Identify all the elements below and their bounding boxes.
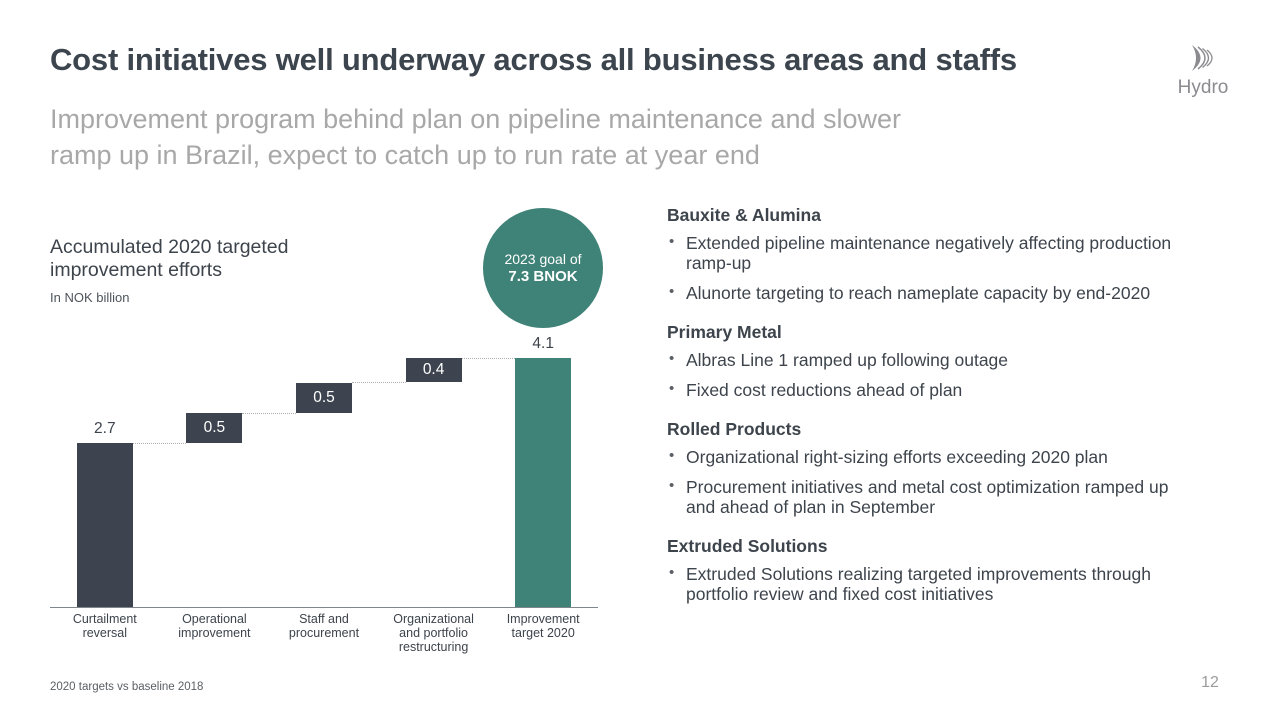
hydro-arcs-icon: [1166, 40, 1240, 76]
bullet-marker-icon: •: [669, 564, 675, 581]
bullet-item: • Alunorte targeting to reach nameplate c…: [669, 283, 1151, 303]
goal-circle-line2: 7.3 BNOK: [508, 268, 578, 285]
waterfall-connector: [352, 382, 406, 384]
business-area-section: Bauxite & Alumina • Extended pipeline main…: [667, 205, 1227, 303]
bar-value-label: 0.5: [203, 418, 226, 436]
business-area-sections: Bauxite & Alumina • Extended pipeline main…: [667, 205, 1227, 623]
bar-value-label: 0.5: [313, 388, 335, 406]
business-area-section: Rolled Products • Organizational right-siz…: [667, 419, 1227, 517]
waterfall-bar: [76, 443, 133, 607]
waterfall-bar: 0.5: [296, 382, 352, 413]
bullet-item: • Fixed cost reductions ahead of plan: [669, 380, 963, 400]
goal-circle: 2023 goal of 7.3 BNOK: [483, 208, 603, 328]
business-area-section: Extruded Solutions • Extruded Solutions re…: [667, 536, 1227, 604]
bar-value-label: 0.4: [422, 361, 445, 379]
waterfall-chart: 2.7 0.5 0.5 0.4 4.1: [50, 335, 598, 608]
hydro-wordmark: Hydro: [1177, 77, 1229, 98]
x-axis-label: Operational improvement: [178, 612, 251, 640]
page-number: 12: [1201, 674, 1219, 691]
business-area-section: Primary Metal • Albras Line 1 ramped up fo…: [667, 322, 1227, 400]
chart-heading: Accumulated 2020 targeted improvement ef…: [50, 236, 289, 281]
section-heading: Extruded Solutions: [667, 536, 828, 556]
section-heading: Bauxite & Alumina: [667, 205, 821, 225]
bullet-marker-icon: •: [669, 447, 675, 464]
waterfall-bar: 0.4: [405, 358, 462, 383]
x-axis-label: Improvement target 2020: [506, 612, 580, 640]
hydro-logo: Hydro: [1166, 40, 1240, 99]
chart-unit-label: In NOK billion: [50, 290, 130, 305]
bullet-marker-icon: •: [669, 350, 675, 367]
waterfall-connector: [132, 443, 187, 445]
bullet-item: • Albras Line 1 ramped up following outag…: [669, 350, 1009, 370]
waterfall-bar: 0.5: [186, 412, 243, 444]
x-axis-label: Curtailment reversal: [72, 612, 137, 640]
x-axis-label: Organizational and portfolio restructuri…: [393, 612, 474, 654]
goal-circle-line1: 2023 goal of: [504, 251, 582, 267]
x-axis-label: Staff and procurement: [288, 612, 360, 640]
slide-title: Cost initiatives well underway across al…: [50, 42, 1017, 77]
bar-value-label: 2.7: [94, 420, 116, 438]
bullet-marker-icon: •: [669, 380, 675, 397]
bullet-item: • Extruded Solutions realizing targeted i…: [669, 564, 1151, 604]
bullet-item: • Procurement initiatives and metal cost …: [669, 477, 1169, 517]
bullet-item: • Organizational right-sizing efforts exc…: [669, 447, 1108, 467]
bullet-marker-icon: •: [669, 283, 675, 300]
bullet-item: • Extended pipeline maintenance negativel…: [669, 233, 1172, 273]
waterfall-total-bar: [515, 358, 572, 607]
waterfall-connector: [461, 358, 516, 360]
footnote: 2020 targets vs baseline 2018: [50, 681, 204, 693]
bar-value-label: 4.1: [532, 335, 554, 353]
bullet-marker-icon: •: [669, 233, 675, 250]
section-heading: Rolled Products: [667, 419, 802, 439]
slide-subtitle: Improvement program behind plan on pipel…: [50, 104, 902, 170]
waterfall-connector: [242, 412, 296, 414]
bullet-marker-icon: •: [669, 477, 675, 494]
x-axis-labels: Curtailment reversal Operational improvem…: [50, 612, 598, 654]
section-heading: Primary Metal: [667, 322, 782, 342]
